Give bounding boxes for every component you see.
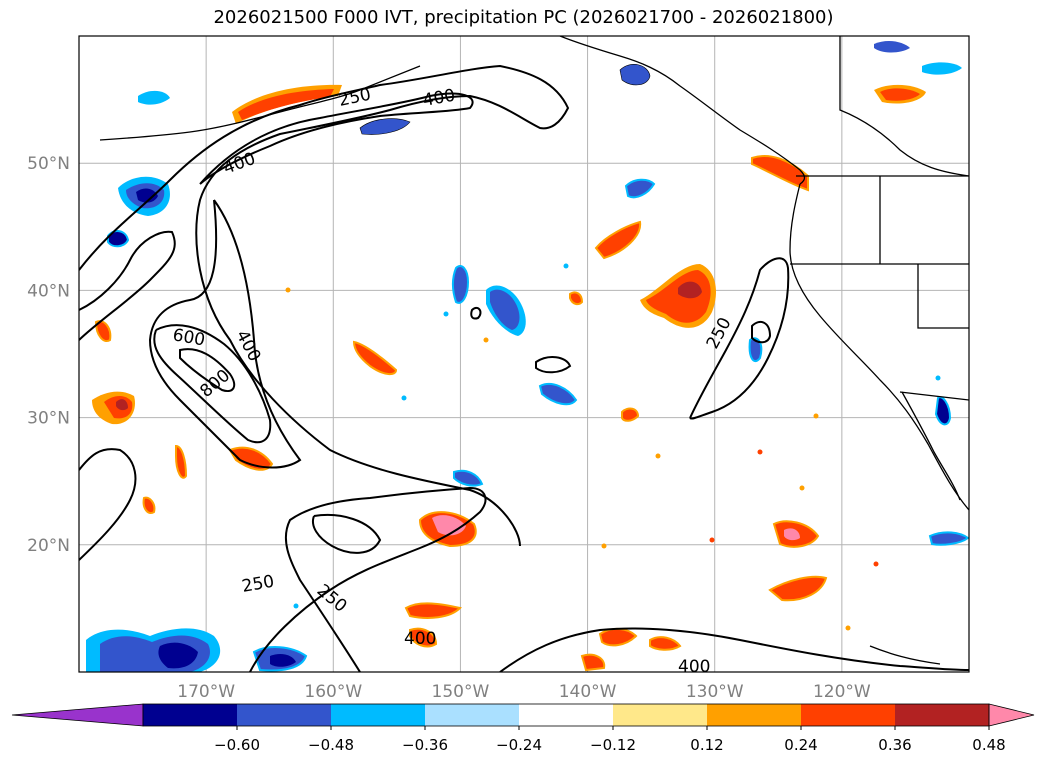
ivt-contour-400-inner <box>148 199 302 469</box>
precip-blob-west-orange <box>92 320 274 514</box>
gridlines <box>79 36 969 672</box>
colorbar-tick-label: −0.48 <box>308 736 354 754</box>
precip-blob-north-central <box>359 118 411 135</box>
colorbar-bin <box>895 704 990 726</box>
colorbar: −0.60 −0.48 −0.36 −0.24 −0.12 0.12 0.24 0.36 0.4… <box>11 703 1035 754</box>
colorbar-frame <box>142 703 990 727</box>
baja-california <box>901 391 961 501</box>
ivt-contour-250-east <box>689 257 790 420</box>
ivt-contour-closed-east <box>751 320 772 344</box>
colorbar-tick-label: 0.12 <box>690 736 723 754</box>
ivt-contour-small-central-2 <box>470 306 482 320</box>
map-background <box>79 36 969 672</box>
colorbar-bin <box>707 704 802 726</box>
colorbar-bin <box>237 704 332 726</box>
southern-islands <box>869 645 941 665</box>
state-border-3 <box>917 264 969 329</box>
ivt-contour-south-west <box>79 448 137 561</box>
colorbar-bin <box>613 704 708 726</box>
lat-tick-label: 20°N <box>27 536 70 556</box>
lon-tick-label: 170°W <box>177 682 235 702</box>
precip-speckles <box>285 263 941 631</box>
figure-title: 2026021500 F000 IVT, precipitation PC (2… <box>213 7 834 28</box>
lon-tick-label: 130°W <box>686 682 744 702</box>
lon-tick-label: 160°W <box>304 682 362 702</box>
colorbar-tick-label: −0.24 <box>496 736 542 754</box>
colorbar-tick-label: 0.24 <box>784 736 817 754</box>
precip-blob-central-blue <box>452 178 656 406</box>
colorbar-bin <box>801 704 896 726</box>
colorbar-bin <box>425 704 520 726</box>
colorbar-bin <box>143 704 238 726</box>
precip-blob-central-orange <box>352 220 716 422</box>
coastlines <box>99 36 969 665</box>
ivt-contour-400-west <box>79 230 176 341</box>
colorbar-tick-label: 0.36 <box>878 736 911 754</box>
ivt-contour-800 <box>179 348 236 392</box>
colorbar-extend-high <box>988 703 1035 727</box>
aleutian-islands <box>99 65 421 141</box>
contour-label: 400 <box>404 629 436 649</box>
precip-blob-southwest-blue <box>86 337 969 672</box>
lat-tick-label: 40°N <box>27 281 70 301</box>
lon-tick-label: 120°W <box>813 682 871 702</box>
lon-tick-label: 150°W <box>432 682 490 702</box>
longitude-labels: 170°W 160°W 150°W 140°W 130°W 120°W <box>177 682 871 702</box>
colorbar-tick-label: 0.48 <box>972 736 1005 754</box>
precipitation-shading <box>86 41 969 672</box>
precip-blob-south-pink <box>404 511 828 672</box>
lat-tick-label: 30°N <box>27 409 70 429</box>
alaska-coast <box>559 36 806 185</box>
colorbar-bin <box>331 704 426 726</box>
colorbar-tick-label: −0.12 <box>590 736 636 754</box>
ivt-contour-south-inner <box>312 514 382 554</box>
colorbar-bin <box>519 704 614 726</box>
colorbar-extend-low <box>11 703 144 727</box>
ivt-contours <box>79 64 969 672</box>
state-border-4 <box>839 36 969 177</box>
colorbar-tick-label: −0.60 <box>214 736 260 754</box>
ivt-contour-south-east <box>499 627 969 672</box>
ivt-contour-small-central <box>535 356 572 374</box>
precip-blob-aleutian-north <box>232 84 342 124</box>
precip-blob-west-blue <box>107 90 170 248</box>
ivt-contour-south <box>249 486 487 672</box>
lon-tick-label: 140°W <box>559 682 617 702</box>
mexico-border <box>899 391 969 401</box>
ivt-contour-400-north <box>199 92 474 185</box>
precip-blob-gulf-alaska <box>619 41 962 86</box>
precip-blob-northeast-orange <box>751 84 926 192</box>
colorbar-tick-label: −0.36 <box>402 736 448 754</box>
ivt-contour-250-north <box>79 64 570 547</box>
map-frame <box>78 35 970 673</box>
north-america-coast <box>789 183 969 511</box>
ivt-contour-600 <box>153 324 272 444</box>
lat-tick-label: 50°N <box>27 154 70 174</box>
contour-label: 400 <box>678 657 710 677</box>
latitude-labels: 50°N 40°N 30°N 20°N <box>27 154 70 556</box>
